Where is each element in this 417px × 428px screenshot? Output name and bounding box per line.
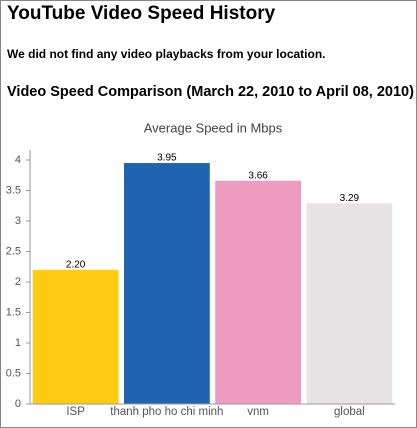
y-tick-label: 4 bbox=[15, 154, 21, 166]
chart-title: Average Speed in Mbps bbox=[144, 120, 283, 135]
value-label: 2.20 bbox=[66, 259, 86, 270]
bar bbox=[123, 163, 210, 404]
value-label: 3.95 bbox=[157, 153, 177, 164]
y-tick-label: 3 bbox=[15, 215, 21, 227]
value-label: 3.66 bbox=[248, 170, 268, 181]
section-title: Video Speed Comparison (March 22, 2010 t… bbox=[7, 84, 414, 100]
x-tick-label: global bbox=[334, 406, 365, 418]
y-tick-label: 1 bbox=[15, 337, 21, 349]
value-label: 3.29 bbox=[340, 193, 360, 204]
message: We did not find any video playbacks from… bbox=[7, 47, 326, 61]
x-tick-label: ISP bbox=[66, 406, 85, 418]
x-tick-label: thanh pho ho chi minh bbox=[110, 406, 223, 418]
y-tick-label: 2 bbox=[15, 276, 21, 288]
y-tick-label: 1.5 bbox=[6, 306, 21, 318]
bar bbox=[215, 180, 302, 404]
y-tick-label: 0.5 bbox=[6, 367, 21, 379]
y-tick-label: 2.5 bbox=[6, 245, 21, 257]
x-tick-label: vnm bbox=[247, 406, 269, 418]
y-tick-label: 3.5 bbox=[6, 184, 21, 196]
bar bbox=[32, 269, 119, 404]
page-title: YouTube Video Speed History bbox=[7, 3, 276, 24]
y-tick-label: 0 bbox=[15, 398, 21, 410]
bar bbox=[306, 203, 393, 404]
